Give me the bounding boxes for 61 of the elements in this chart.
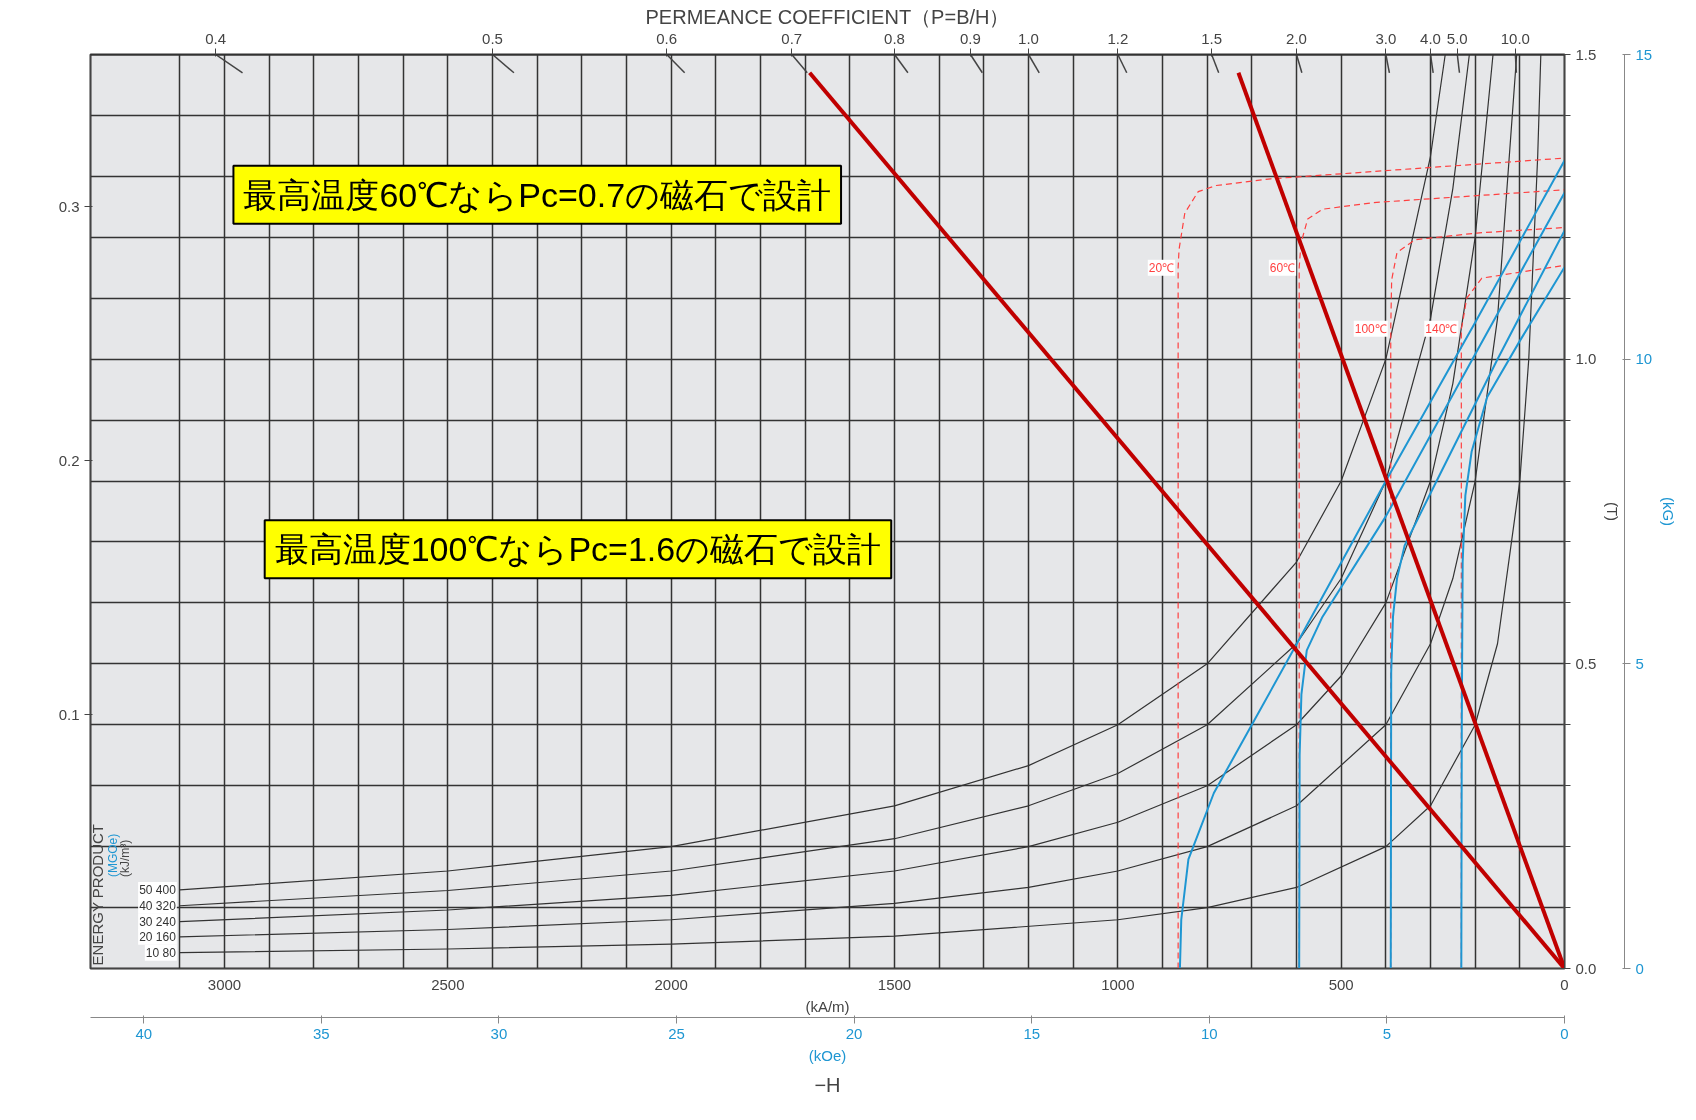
y3-tick-label: 0.1 [58,705,80,723]
y3-tick-label: 0.3 [58,197,80,215]
y3-tick-label: 0.2 [58,451,80,469]
annotation: 1.0 [1018,29,1039,47]
y2-axis-title: (kG) [1660,496,1678,527]
x2-tick-label: 15 [1023,1024,1041,1042]
annotation: 0.4 [205,29,226,47]
y-tick-label: 1.0 [1575,350,1597,368]
x2-tick-label: 20 [845,1024,863,1042]
text: −H [814,1073,841,1096]
x-tick-label: 500 [1328,975,1354,993]
annotation: 0.8 [884,29,905,47]
x2-tick-label: 35 [313,1024,330,1042]
x2-axis-title: (kOe) [808,1046,847,1064]
y2-tick-label: 5 [1635,654,1644,672]
x2-tick-label: 40 [135,1024,153,1042]
y2-tick-label: 0 [1635,959,1644,977]
annotation: 10.0 [1500,29,1530,47]
x2-tick-label: 30 [490,1024,508,1042]
series-label: 30 240 [139,914,177,929]
annotation: 3.0 [1375,29,1397,47]
series-label: 50 400 [139,882,177,897]
series-label: 140℃ [1425,321,1458,336]
x-tick-label: 3000 [207,975,242,993]
annotation: 5.0 [1446,29,1468,47]
annotation: 0.6 [656,29,678,47]
x2-tick-label: 10 [1200,1024,1218,1042]
y-axis-title: (T) [1604,501,1622,522]
annotation: 0.9 [960,29,981,47]
annotation: 最高温度60℃ならPc=0.7の磁石で設計 [243,175,832,214]
y-tick-label: 0.5 [1575,654,1597,672]
x-tick-label: 1500 [877,975,912,993]
x-tick-label: 0 [1560,975,1569,993]
series-label: 60℃ [1269,260,1296,275]
series-label: 20℃ [1148,260,1175,275]
x-tick-label: 2000 [654,975,688,993]
annotation: 4.0 [1420,29,1441,47]
series-label: 10 80 [145,945,177,960]
x2-tick-label: 0 [1560,1024,1569,1042]
series-label: 40 320 [139,898,177,913]
y-tick-label: 0.0 [1575,959,1597,977]
annotation: 0.7 [781,29,803,47]
chart-title: PERMEANCE COEFFICIENT（P=B/H） [645,5,1010,28]
x-tick-label: 2500 [431,975,465,993]
annotation: 2.0 [1286,29,1307,47]
annotation: (MGOe) [105,833,120,878]
x-axis-title: (kA/m) [805,997,850,1015]
series-label: 100℃ [1354,321,1387,336]
y-tick-label: 1.5 [1575,45,1597,63]
y2-tick-label: 15 [1635,45,1653,63]
annotation: ENERGY PRODUCT [88,824,106,966]
annotation: 1.5 [1201,29,1223,47]
annotation: 最高温度100℃ならPc=1.6の磁石で設計 [274,530,882,569]
y2-tick-label: 10 [1635,350,1653,368]
x2-tick-label: 25 [668,1024,685,1042]
annotation: 0.5 [482,29,503,47]
annotation: (kJ/m³) [118,839,133,878]
annotation: 1.2 [1107,29,1129,47]
x-tick-label: 1000 [1101,975,1135,993]
x2-tick-label: 5 [1382,1024,1392,1042]
series-label: 20 160 [139,929,177,944]
